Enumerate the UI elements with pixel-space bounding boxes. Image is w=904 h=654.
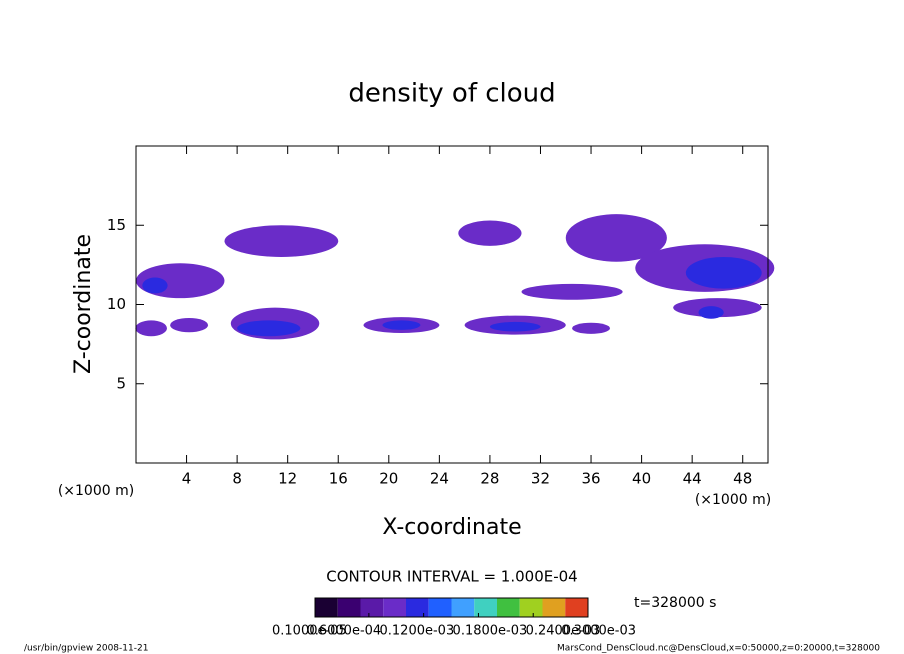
colorbar-segment (428, 598, 452, 617)
colorbar-frame (314, 597, 589, 618)
colorbar-segment (406, 598, 429, 617)
x-tick-label: 8 (232, 470, 242, 488)
chart-title: density of cloud (348, 79, 555, 109)
colorbar-segment (474, 598, 497, 617)
cloud-patch (142, 277, 168, 294)
y-unit: (×1000 m) (58, 483, 134, 499)
x-unit: (×1000 m) (695, 492, 771, 508)
y-axis-label: Z-coordinate (71, 234, 96, 374)
cloud-patch (135, 320, 167, 337)
cloud-patch (458, 220, 522, 246)
y-tick-label: 15 (107, 216, 126, 234)
cloud-patch (685, 256, 762, 289)
x-tick-label: 40 (632, 470, 651, 488)
y-tick-label: 10 (107, 295, 126, 313)
x-tick-label: 24 (430, 470, 449, 488)
x-tick-label: 44 (683, 470, 702, 488)
colorbar-segment (383, 598, 406, 617)
cloud-patch (170, 317, 209, 333)
x-tick-label: 12 (278, 470, 297, 488)
plot-frame (135, 145, 769, 464)
x-tick-label: 36 (581, 470, 600, 488)
colorbar-segment (451, 598, 475, 617)
cloud-patch (572, 322, 610, 334)
colorbar-label: 0.1200e-03 (380, 624, 455, 639)
y-tick-label: 5 (116, 374, 126, 392)
colorbar-segment (565, 598, 588, 617)
x-axis-label: X-coordinate (382, 515, 521, 540)
colorbar-label: 0.6000e-04 (306, 624, 381, 639)
colorbar-segment (360, 598, 384, 617)
x-tick-label: 28 (480, 470, 499, 488)
cloud-patch (698, 306, 724, 319)
colorbar-segment (497, 598, 520, 617)
x-tick-label: 16 (329, 470, 348, 488)
x-tick-label: 4 (182, 470, 192, 488)
colorbar-label: 0.1000e-05 (272, 624, 347, 639)
cloud-patch (565, 214, 667, 262)
cloud-patch (382, 320, 421, 330)
colorbar-segment (542, 598, 566, 617)
x-tick-label: 32 (531, 470, 550, 488)
cloud-patch (521, 283, 623, 300)
colorbar-label: 0.2400e-03 (526, 624, 601, 639)
colorbar-label: 0.1800e-03 (453, 624, 528, 639)
footer-right: MarsCond_DensCloud.nc@DensCloud,x=0:5000… (557, 644, 880, 654)
contour-interval: CONTOUR INTERVAL = 1.000E-04 (326, 568, 577, 586)
colorbar-segment (315, 598, 338, 617)
time-label: t=328000 s (634, 595, 716, 611)
x-tick-label: 20 (379, 470, 398, 488)
cloud-patch (237, 320, 301, 337)
colorbar-label: 0.3000e-03 (561, 624, 636, 639)
colorbar-segment (337, 598, 361, 617)
footer-left: /usr/bin/gpview 2008-11-21 (24, 644, 148, 654)
x-tick-label: 48 (733, 470, 752, 488)
colorbar-segment (519, 598, 543, 617)
cloud-patch (224, 225, 339, 257)
cloud-patch (489, 321, 541, 332)
